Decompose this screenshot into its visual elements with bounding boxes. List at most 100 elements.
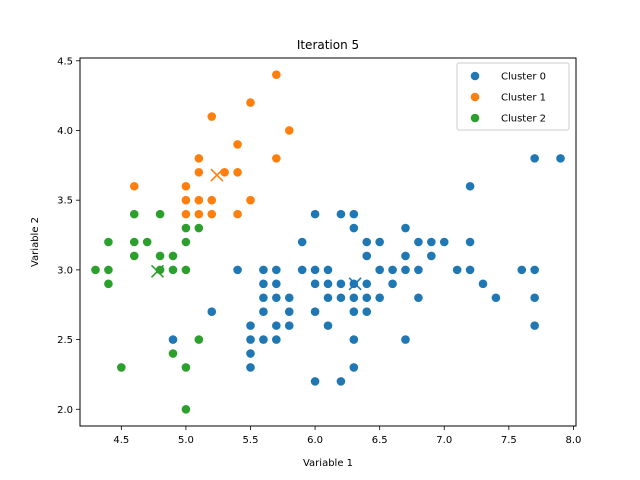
data-point	[272, 154, 281, 163]
series-cluster-0	[168, 154, 565, 386]
data-point	[207, 307, 217, 316]
data-point	[259, 335, 268, 344]
y-tick-label: 4.5	[57, 56, 73, 67]
x-tick-label: 7.5	[501, 435, 517, 446]
data-point	[297, 265, 307, 275]
data-point	[194, 168, 204, 177]
data-point	[272, 321, 281, 330]
legend-box	[456, 62, 570, 131]
data-point	[272, 70, 281, 80]
data-point	[194, 195, 204, 205]
centroid-marker	[150, 264, 165, 278]
data-point	[530, 321, 539, 330]
data-point	[401, 223, 410, 233]
data-point	[142, 237, 152, 247]
data-point	[323, 293, 333, 303]
plot-area	[91, 70, 565, 414]
x-tick-label: 8.0	[565, 435, 581, 446]
data-point	[349, 307, 359, 316]
data-point	[155, 251, 165, 261]
data-point	[259, 279, 268, 289]
data-point	[194, 154, 204, 163]
data-point	[246, 195, 255, 205]
centroid-marker	[348, 277, 362, 291]
legend: Cluster 0 Cluster 1 Cluster 2	[456, 62, 570, 131]
data-point	[284, 293, 294, 303]
data-point	[168, 251, 178, 261]
series-cluster-2	[91, 209, 204, 414]
data-point	[284, 126, 294, 135]
data-point	[310, 265, 320, 275]
chart-title: Iteration 5	[297, 38, 359, 52]
data-point	[349, 335, 359, 344]
data-point	[362, 251, 372, 261]
data-point	[284, 307, 294, 316]
data-point	[530, 265, 539, 275]
data-point	[104, 237, 113, 247]
y-tick-label: 3.0	[57, 265, 73, 276]
data-point	[323, 279, 333, 289]
data-point	[91, 265, 100, 275]
data-point	[401, 265, 410, 275]
y-tick-label: 2.5	[57, 335, 73, 346]
data-point	[104, 279, 113, 289]
data-point	[259, 307, 268, 316]
data-point	[310, 307, 320, 316]
plot-frame	[79, 57, 577, 427]
data-point	[181, 404, 191, 414]
data-point	[181, 181, 191, 191]
series-cluster-1	[129, 70, 294, 219]
data-point	[259, 293, 268, 303]
data-point	[556, 154, 565, 163]
x-tick-label: 5.0	[178, 435, 194, 446]
data-point	[336, 209, 346, 219]
data-point	[414, 237, 423, 247]
data-point	[336, 293, 346, 303]
data-point	[323, 265, 333, 275]
data-point	[375, 293, 384, 303]
data-point	[194, 209, 204, 219]
legend-label: Cluster 1	[501, 93, 546, 104]
data-point	[181, 195, 191, 205]
data-point	[207, 209, 217, 219]
data-point	[181, 223, 191, 233]
data-point	[272, 335, 281, 344]
legend-marker	[470, 113, 480, 123]
data-point	[323, 321, 333, 330]
data-point	[401, 251, 410, 261]
data-point	[336, 279, 346, 289]
data-point	[375, 265, 384, 275]
data-point	[349, 223, 359, 233]
data-point	[246, 98, 255, 107]
data-point	[207, 112, 217, 121]
x-tick-label: 4.5	[113, 435, 129, 446]
y-tick-label: 2.0	[57, 405, 73, 416]
data-point	[388, 265, 397, 275]
data-point	[530, 293, 539, 303]
data-point	[310, 279, 320, 289]
data-point	[246, 349, 255, 358]
data-point	[414, 293, 423, 303]
x-tick-label: 5.5	[243, 435, 259, 446]
data-point	[349, 363, 359, 372]
data-point	[310, 209, 320, 219]
data-point	[168, 335, 178, 344]
x-tick-label: 6.0	[307, 435, 323, 446]
y-tick-label: 3.5	[57, 196, 73, 207]
data-point	[129, 209, 139, 219]
data-point	[491, 293, 501, 303]
data-point	[349, 209, 359, 219]
data-point	[272, 279, 281, 289]
data-point	[362, 307, 372, 316]
data-point	[375, 237, 384, 247]
data-point	[259, 265, 268, 275]
data-point	[181, 363, 191, 372]
legend-label: Cluster 0	[501, 72, 546, 83]
data-point	[233, 140, 242, 149]
data-point	[439, 237, 449, 247]
data-point	[246, 335, 255, 344]
data-point	[362, 279, 372, 289]
data-point	[414, 265, 423, 275]
data-point	[233, 209, 242, 219]
data-point	[104, 265, 113, 275]
